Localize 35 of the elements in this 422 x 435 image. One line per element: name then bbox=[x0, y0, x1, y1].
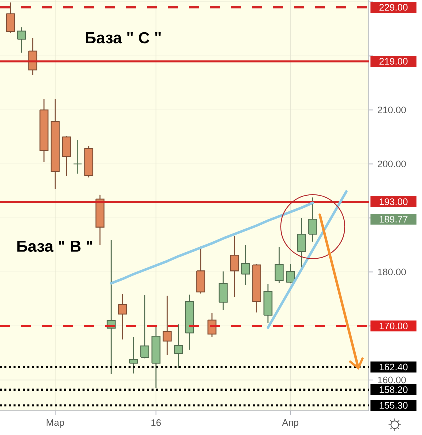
annotation: База " В " bbox=[18, 240, 92, 252]
candlestick bbox=[73, 140, 82, 174]
candlestick bbox=[264, 284, 273, 324]
candlestick bbox=[241, 244, 250, 286]
candlestick bbox=[6, 2, 16, 34]
candlestick bbox=[196, 246, 206, 294]
x-tick-label: Мар bbox=[46, 420, 64, 428]
x-tick-label: Апр bbox=[282, 420, 299, 428]
candlestick bbox=[62, 136, 72, 177]
candlestick bbox=[140, 294, 150, 360]
candlestick bbox=[129, 336, 138, 374]
ref-line-label: 229.00 bbox=[380, 4, 408, 11]
candlestick bbox=[274, 246, 284, 284]
ref-line-label: 158.20 bbox=[380, 386, 408, 394]
candlestick bbox=[118, 294, 128, 340]
candlestick bbox=[218, 271, 228, 311]
candlestick bbox=[162, 295, 172, 356]
text: 189.77 bbox=[380, 216, 408, 223]
y-tick-label: 180.00 bbox=[378, 268, 406, 276]
y-tick-label: 160.00 bbox=[378, 376, 406, 384]
y-tick-label: 210.00 bbox=[378, 106, 406, 114]
ref-line-label: 162.40 bbox=[380, 364, 408, 371]
ref-line-label: 193.00 bbox=[380, 198, 408, 206]
candlestick bbox=[174, 324, 184, 369]
candlestick bbox=[297, 218, 306, 270]
ref-line-label: 155.30 bbox=[380, 402, 408, 409]
candlestick bbox=[230, 236, 240, 298]
x-tick-label: 16 bbox=[152, 420, 162, 426]
ref-line-label: 170.00 bbox=[380, 322, 408, 330]
candlestick bbox=[308, 197, 318, 242]
y-tick-label: 200.00 bbox=[378, 160, 406, 168]
ref-line-label: 219.00 bbox=[380, 58, 408, 65]
annotation: База " С " bbox=[86, 32, 161, 44]
candlestick bbox=[286, 264, 296, 284]
candlestick bbox=[17, 27, 26, 54]
